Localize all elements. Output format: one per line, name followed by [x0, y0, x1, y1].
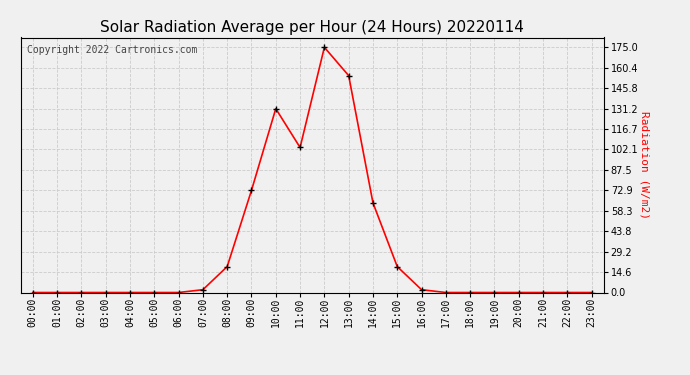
Y-axis label: Radiation (W/m2): Radiation (W/m2)	[640, 111, 649, 219]
Title: Solar Radiation Average per Hour (24 Hours) 20220114: Solar Radiation Average per Hour (24 Hou…	[100, 20, 524, 35]
Text: Copyright 2022 Cartronics.com: Copyright 2022 Cartronics.com	[26, 45, 197, 55]
